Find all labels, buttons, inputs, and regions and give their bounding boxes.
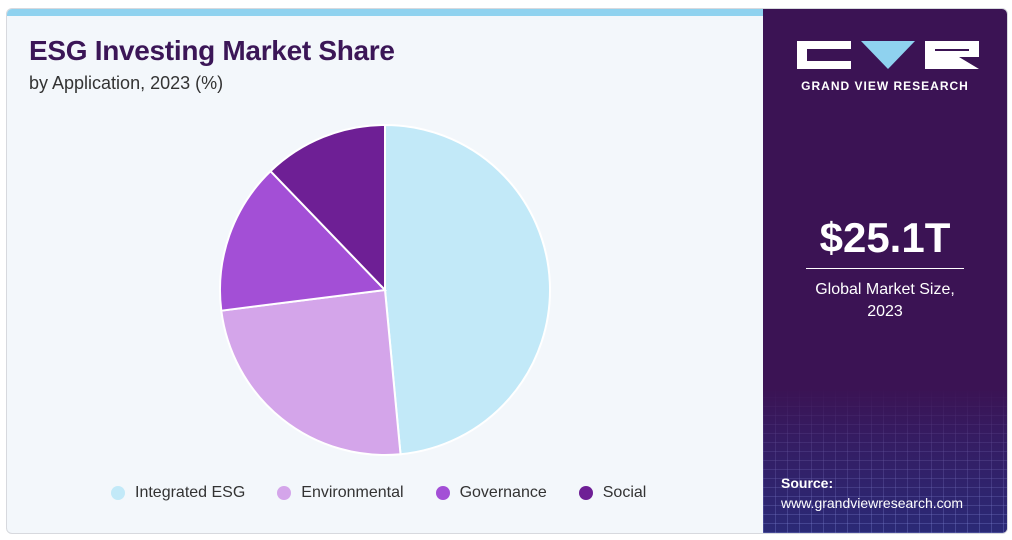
source-label: Source:	[781, 475, 834, 491]
grand-view-research-logo-icon	[797, 41, 979, 69]
pie-slice-integrated-esg	[384, 123, 551, 456]
legend-item: Environmental	[277, 484, 404, 502]
chart-title: ESG Investing Market Share	[29, 35, 395, 66]
pie-chart	[219, 123, 551, 456]
legend-label: Integrated ESG	[135, 484, 246, 501]
legend-label: Social	[602, 484, 647, 501]
legend-label: Environmental	[301, 484, 404, 501]
legend-item: Social	[578, 484, 647, 502]
chart-legend: Integrated ESG Environmental Governance Soc…	[111, 481, 678, 505]
pie-slice-governance	[219, 169, 388, 312]
chart-subtitle: by Application, 2023 (%)	[29, 73, 224, 93]
pie-slice-social	[269, 123, 386, 293]
legend-label: Governance	[459, 484, 547, 501]
divider	[806, 268, 964, 269]
logo-text: GRAND VIEW RESEARCH	[801, 79, 969, 93]
market-size-value: $25.1T	[819, 214, 951, 261]
legend-swatch	[578, 486, 593, 500]
accent-bar	[7, 9, 763, 16]
info-panel: GRAND VIEW RESEARCH $25.1T Global Market…	[763, 9, 1007, 533]
legend-swatch	[435, 486, 450, 500]
market-size-label-line1: Global Market Size,	[815, 281, 955, 298]
legend-item: Integrated ESG	[111, 484, 245, 502]
source-url: www.grandviewresearch.com	[781, 495, 964, 511]
legend-swatch	[111, 486, 125, 500]
market-size-label: Global Market Size, 2023	[763, 279, 1007, 323]
market-size-label-line2: 2023	[867, 303, 903, 320]
grid-background	[763, 389, 1007, 533]
legend-item: Governance	[435, 484, 547, 502]
legend-swatch	[277, 486, 292, 500]
pie-slice-environmental	[220, 288, 402, 456]
chart-card: ESG Investing Market Share by Applicatio…	[6, 8, 1008, 534]
